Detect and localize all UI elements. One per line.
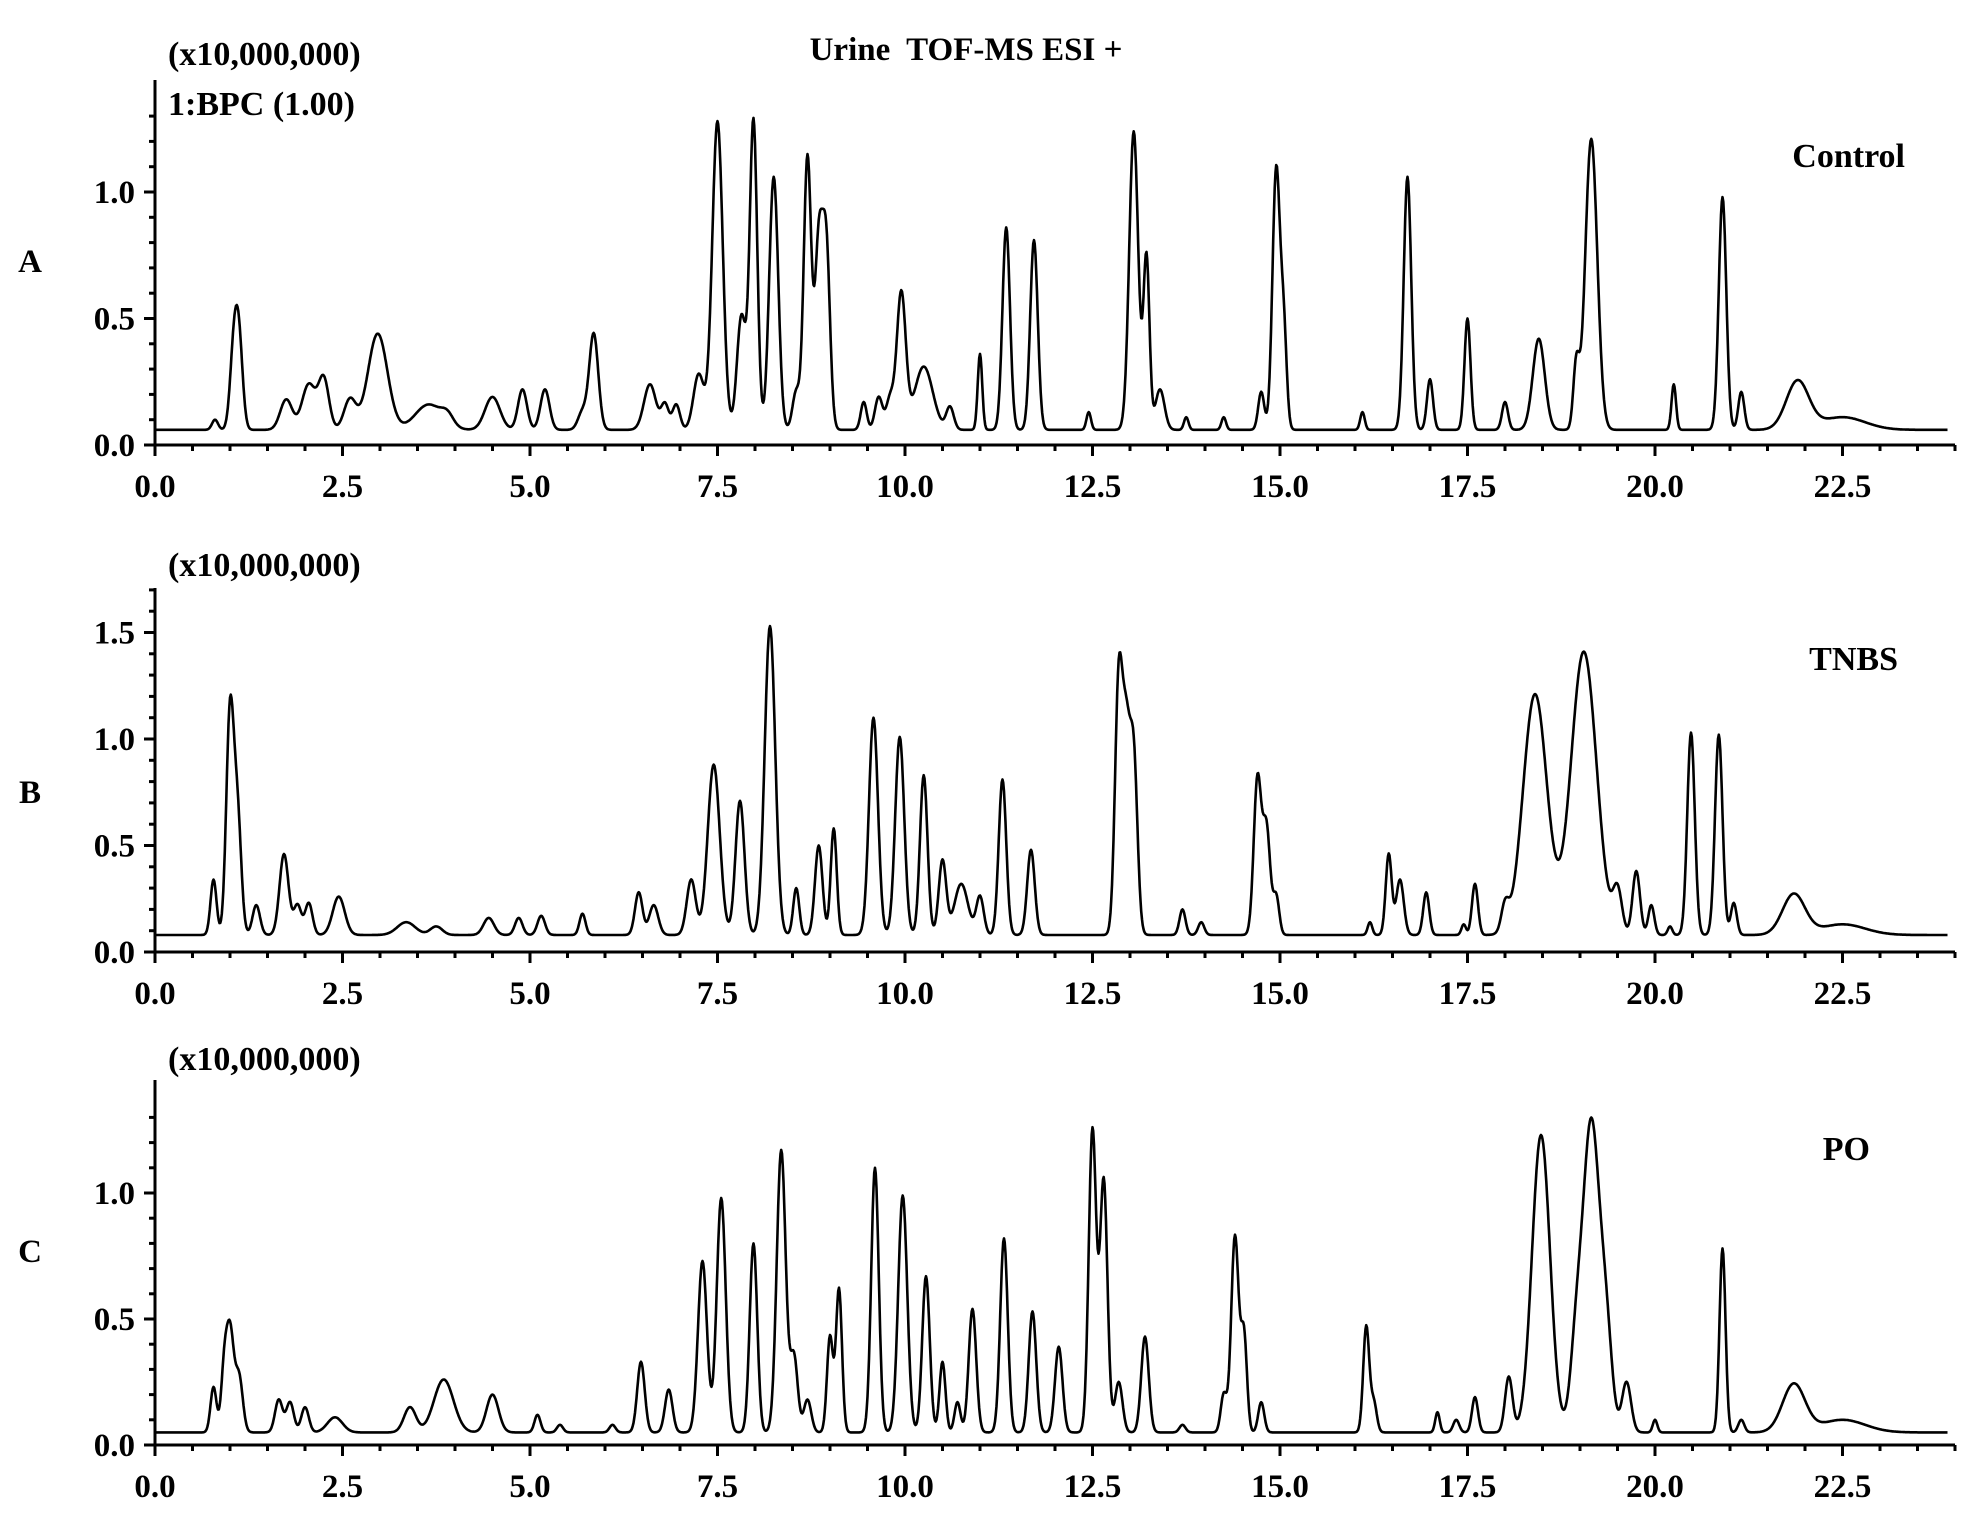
panel-c-y-tick-label: 0.0 xyxy=(94,1428,135,1464)
panel-c-axes: 0.0 2.5 5.0 7.5 10.0 12.5 15.0 17.5 20.0 22.5 0.0 0… xyxy=(94,1080,1957,1505)
panel-a-y-tick-label: 0.0 xyxy=(94,428,135,464)
panel-a-x-tick-label: 17.5 xyxy=(1439,469,1497,505)
panel-b-trace xyxy=(154,624,1949,937)
panel-b-x-tick-label: 12.5 xyxy=(1064,976,1122,1012)
panel-c: C (x10,000,000) PO 0.0 2.5 5.0 7.5 10.0 12.5 1… xyxy=(18,1041,1957,1505)
panel-c-letter: C xyxy=(18,1234,42,1270)
panel-c-x-tick-label: 17.5 xyxy=(1439,1469,1497,1505)
panel-c-x-tick-label: 15.0 xyxy=(1251,1469,1309,1505)
panel-a-letter: A xyxy=(18,244,42,280)
panel-c-series-label: PO xyxy=(1823,1131,1870,1168)
panel-c-y-tick-label: 0.5 xyxy=(94,1302,135,1338)
panel-a: A (x10,000,000) 1:BPC (1.00) Control 0.0… xyxy=(18,36,1957,505)
panel-c-x-tick-label: 20.0 xyxy=(1626,1469,1684,1505)
panel-a-x-tick-label: 5.0 xyxy=(509,469,550,505)
panel-c-x-tick-label: 5.0 xyxy=(509,1469,550,1505)
panel-c-x-tick-label: 0.0 xyxy=(134,1469,175,1505)
panel-b-y-tick-label: 0.5 xyxy=(94,829,135,865)
panel-b-y-tick-label: 1.0 xyxy=(94,722,135,758)
panel-b-x-tick-label: 5.0 xyxy=(509,976,550,1012)
panel-b-x-tick-label: 22.5 xyxy=(1814,976,1872,1012)
panel-c-x-tick-label: 22.5 xyxy=(1814,1469,1872,1505)
panel-c-trace xyxy=(154,1116,1949,1434)
panel-c-scale-label: (x10,000,000) xyxy=(168,1041,361,1078)
panel-b-x-tick-label: 7.5 xyxy=(697,976,738,1012)
panel-a-trace xyxy=(154,116,1949,432)
panel-b-x-tick-label: 2.5 xyxy=(322,976,363,1012)
panel-a-x-tick-label: 20.0 xyxy=(1626,469,1684,505)
panel-c-x-tick-label: 12.5 xyxy=(1064,1469,1122,1505)
panel-a-x-tick-label: 15.0 xyxy=(1251,469,1309,505)
panel-a-x-tick-label: 22.5 xyxy=(1814,469,1872,505)
panel-c-x-tick-label: 2.5 xyxy=(322,1469,363,1505)
figure-title: Urine TOF-MS ESI + xyxy=(810,32,1123,68)
panel-b-x-tick-label: 10.0 xyxy=(876,976,934,1012)
panel-a-y-tick-label: 1.0 xyxy=(94,175,135,211)
panel-b: B (x10,000,000) TNBS 0.0 2.5 5.0 7.5 10.0 12.… xyxy=(19,547,1957,1012)
panel-b-y-tick-label: 1.5 xyxy=(94,616,135,652)
panel-a-x-tick-label: 10.0 xyxy=(876,469,934,505)
panel-b-x-tick-label: 15.0 xyxy=(1251,976,1309,1012)
panel-b-series-label: TNBS xyxy=(1809,641,1898,678)
panel-b-x-tick-label: 0.0 xyxy=(134,976,175,1012)
panel-a-scale-label: (x10,000,000) xyxy=(168,36,361,73)
panel-a-x-tick-label: 0.0 xyxy=(134,469,175,505)
panel-a-trace-label: 1:BPC (1.00) xyxy=(168,86,355,123)
panel-a-x-tick-label: 2.5 xyxy=(322,469,363,505)
panel-b-axes: 0.0 2.5 5.0 7.5 10.0 12.5 15.0 17.5 20.0 22.5 0.0 0… xyxy=(94,588,1957,1012)
panel-a-series-label: Control xyxy=(1792,138,1905,175)
panel-b-y-tick-label: 0.0 xyxy=(94,935,135,971)
panel-c-x-tick-label: 7.5 xyxy=(697,1469,738,1505)
panel-a-axes: 0.0 2.5 5.0 7.5 10.0 12.5 15.0 17.5 20.0 22.5 0.0 0… xyxy=(94,80,1957,505)
panel-b-scale-label: (x10,000,000) xyxy=(168,547,361,584)
panel-b-letter: B xyxy=(19,775,41,811)
panel-a-x-tick-label: 7.5 xyxy=(697,469,738,505)
panel-b-x-tick-label: 20.0 xyxy=(1626,976,1684,1012)
panel-a-y-tick-label: 0.5 xyxy=(94,302,135,338)
panel-b-x-tick-label: 17.5 xyxy=(1439,976,1497,1012)
panel-a-x-tick-label: 12.5 xyxy=(1064,469,1122,505)
panel-c-x-tick-label: 10.0 xyxy=(876,1469,934,1505)
panel-c-y-tick-label: 1.0 xyxy=(94,1176,135,1212)
